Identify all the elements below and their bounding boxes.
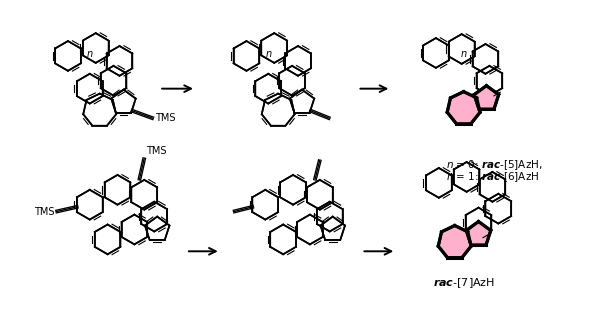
Polygon shape (466, 221, 491, 245)
Text: TMS: TMS (155, 114, 176, 123)
Text: $n$ = 1: $\bfit{rac}$-[6]AzH: $n$ = 1: $\bfit{rac}$-[6]AzH (446, 170, 539, 184)
Polygon shape (474, 86, 499, 109)
Polygon shape (438, 225, 471, 258)
Text: n: n (461, 49, 467, 59)
Text: TMS: TMS (146, 146, 167, 156)
Text: TMS: TMS (34, 207, 54, 217)
Text: n: n (265, 49, 271, 59)
Text: $\bfit{rac}$-[7]AzH: $\bfit{rac}$-[7]AzH (433, 276, 494, 290)
Polygon shape (447, 92, 480, 124)
Text: n: n (86, 49, 93, 59)
Text: $n$ = 0: $\bfit{rac}$-[5]AzH,: $n$ = 0: $\bfit{rac}$-[5]AzH, (446, 158, 542, 172)
